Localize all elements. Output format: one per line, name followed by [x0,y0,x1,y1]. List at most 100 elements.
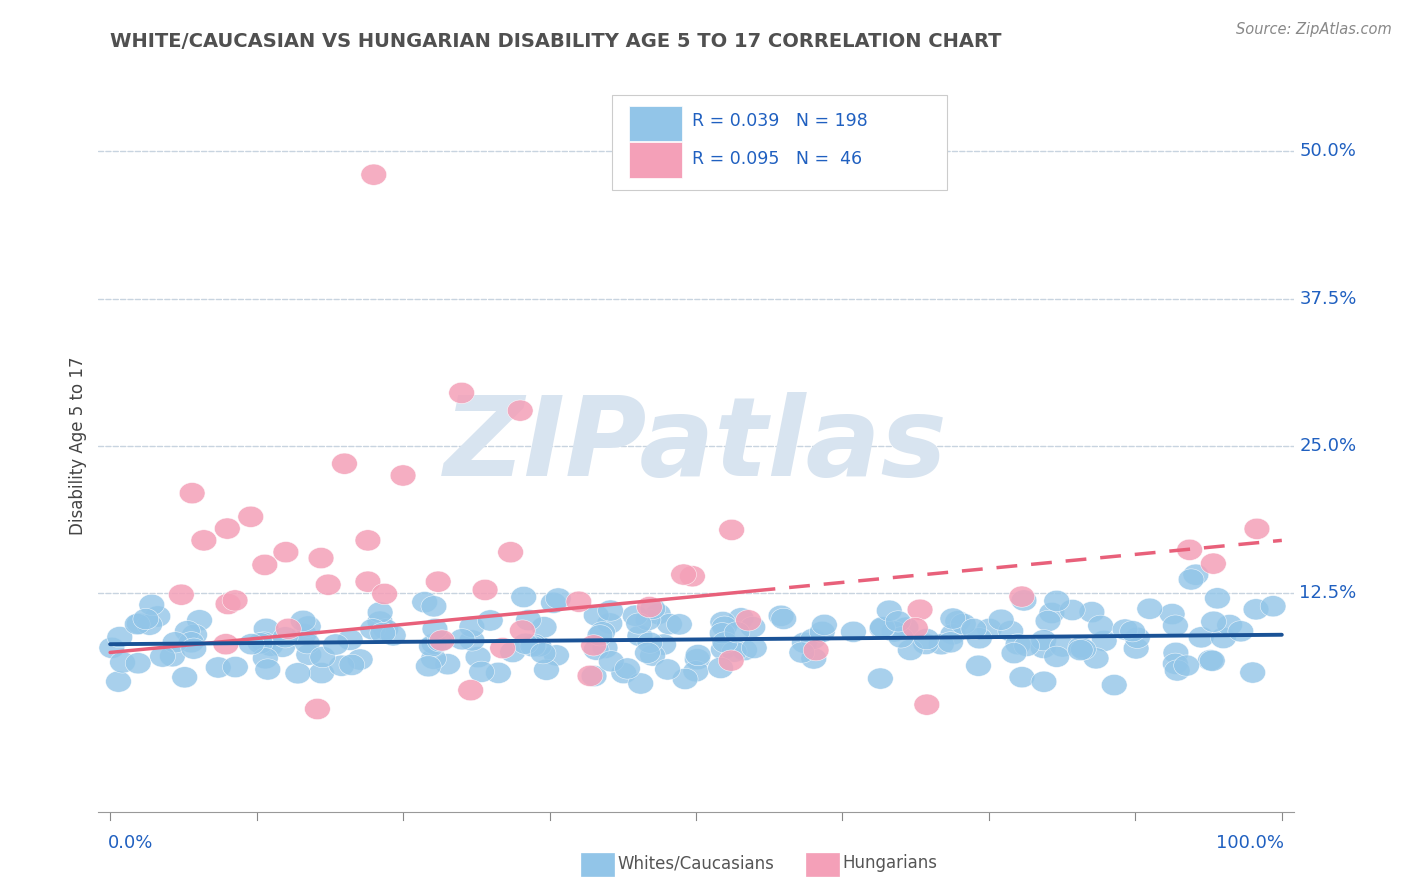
Ellipse shape [134,608,159,630]
Ellipse shape [179,632,204,653]
Ellipse shape [637,632,662,653]
Ellipse shape [212,633,239,655]
Ellipse shape [162,632,188,653]
Text: Source: ZipAtlas.com: Source: ZipAtlas.com [1236,22,1392,37]
Ellipse shape [657,614,682,635]
Text: R = 0.095   N =  46: R = 0.095 N = 46 [692,150,862,169]
Ellipse shape [679,566,706,587]
Ellipse shape [415,656,441,677]
Ellipse shape [510,586,537,607]
Ellipse shape [724,622,749,643]
Ellipse shape [1198,649,1223,671]
Ellipse shape [710,611,735,632]
Ellipse shape [683,661,709,681]
Ellipse shape [685,648,710,670]
Ellipse shape [1014,635,1039,657]
Ellipse shape [458,680,484,701]
Ellipse shape [912,633,939,655]
Ellipse shape [583,639,609,660]
Ellipse shape [711,616,737,637]
Ellipse shape [522,634,547,655]
Ellipse shape [718,650,744,671]
Ellipse shape [628,673,654,694]
Ellipse shape [735,610,762,631]
Ellipse shape [800,628,825,649]
Ellipse shape [627,625,652,647]
Ellipse shape [966,628,993,648]
Ellipse shape [1031,637,1056,658]
Ellipse shape [98,637,125,658]
Ellipse shape [1031,671,1057,692]
Text: WHITE/CAUCASIAN VS HUNGARIAN DISABILITY AGE 5 TO 17 CORRELATION CHART: WHITE/CAUCASIAN VS HUNGARIAN DISABILITY … [111,32,1002,51]
Ellipse shape [347,648,373,670]
Ellipse shape [789,642,814,663]
Ellipse shape [308,548,335,569]
Ellipse shape [614,658,640,679]
Ellipse shape [1010,666,1035,688]
Ellipse shape [589,622,616,643]
Ellipse shape [1160,604,1185,624]
Ellipse shape [941,608,966,629]
Ellipse shape [903,617,928,639]
Ellipse shape [1005,633,1031,655]
Ellipse shape [273,627,298,648]
Ellipse shape [426,571,451,592]
Ellipse shape [222,590,247,611]
Ellipse shape [215,593,240,615]
Ellipse shape [709,623,735,644]
Ellipse shape [139,594,165,615]
Ellipse shape [1211,627,1236,648]
Ellipse shape [215,518,240,539]
Ellipse shape [1010,586,1035,607]
Ellipse shape [897,640,924,661]
Ellipse shape [1178,569,1204,591]
Ellipse shape [360,619,385,640]
Ellipse shape [391,465,416,486]
Ellipse shape [707,657,734,679]
Ellipse shape [655,659,681,680]
Ellipse shape [254,659,281,680]
Ellipse shape [977,618,1002,640]
Ellipse shape [988,609,1014,631]
Ellipse shape [323,634,349,655]
Ellipse shape [520,636,546,657]
Ellipse shape [540,592,567,614]
Ellipse shape [468,661,495,682]
Ellipse shape [429,630,456,651]
Ellipse shape [239,633,264,655]
Ellipse shape [645,603,671,624]
Ellipse shape [419,636,444,657]
Ellipse shape [191,530,217,551]
Ellipse shape [427,631,453,652]
Ellipse shape [285,663,311,684]
Ellipse shape [718,519,745,541]
Ellipse shape [1227,621,1254,642]
Ellipse shape [1205,588,1230,609]
Ellipse shape [276,618,301,640]
Ellipse shape [907,599,934,620]
Ellipse shape [238,506,264,527]
Ellipse shape [544,645,569,666]
Ellipse shape [356,530,381,551]
Ellipse shape [581,635,606,656]
Ellipse shape [640,599,665,619]
Ellipse shape [145,606,170,627]
Ellipse shape [125,653,150,673]
Ellipse shape [928,633,955,655]
Ellipse shape [914,694,939,715]
Ellipse shape [339,654,364,675]
Ellipse shape [711,632,738,653]
Ellipse shape [1083,648,1109,669]
Ellipse shape [576,665,603,687]
Ellipse shape [626,613,651,634]
Ellipse shape [270,636,295,657]
Ellipse shape [257,635,284,657]
Ellipse shape [810,621,835,642]
Ellipse shape [305,698,330,720]
Ellipse shape [367,611,392,632]
FancyBboxPatch shape [628,143,682,178]
Text: ZIPatlas: ZIPatlas [444,392,948,500]
Ellipse shape [1011,590,1036,611]
Ellipse shape [1174,655,1199,676]
Ellipse shape [1243,599,1268,620]
